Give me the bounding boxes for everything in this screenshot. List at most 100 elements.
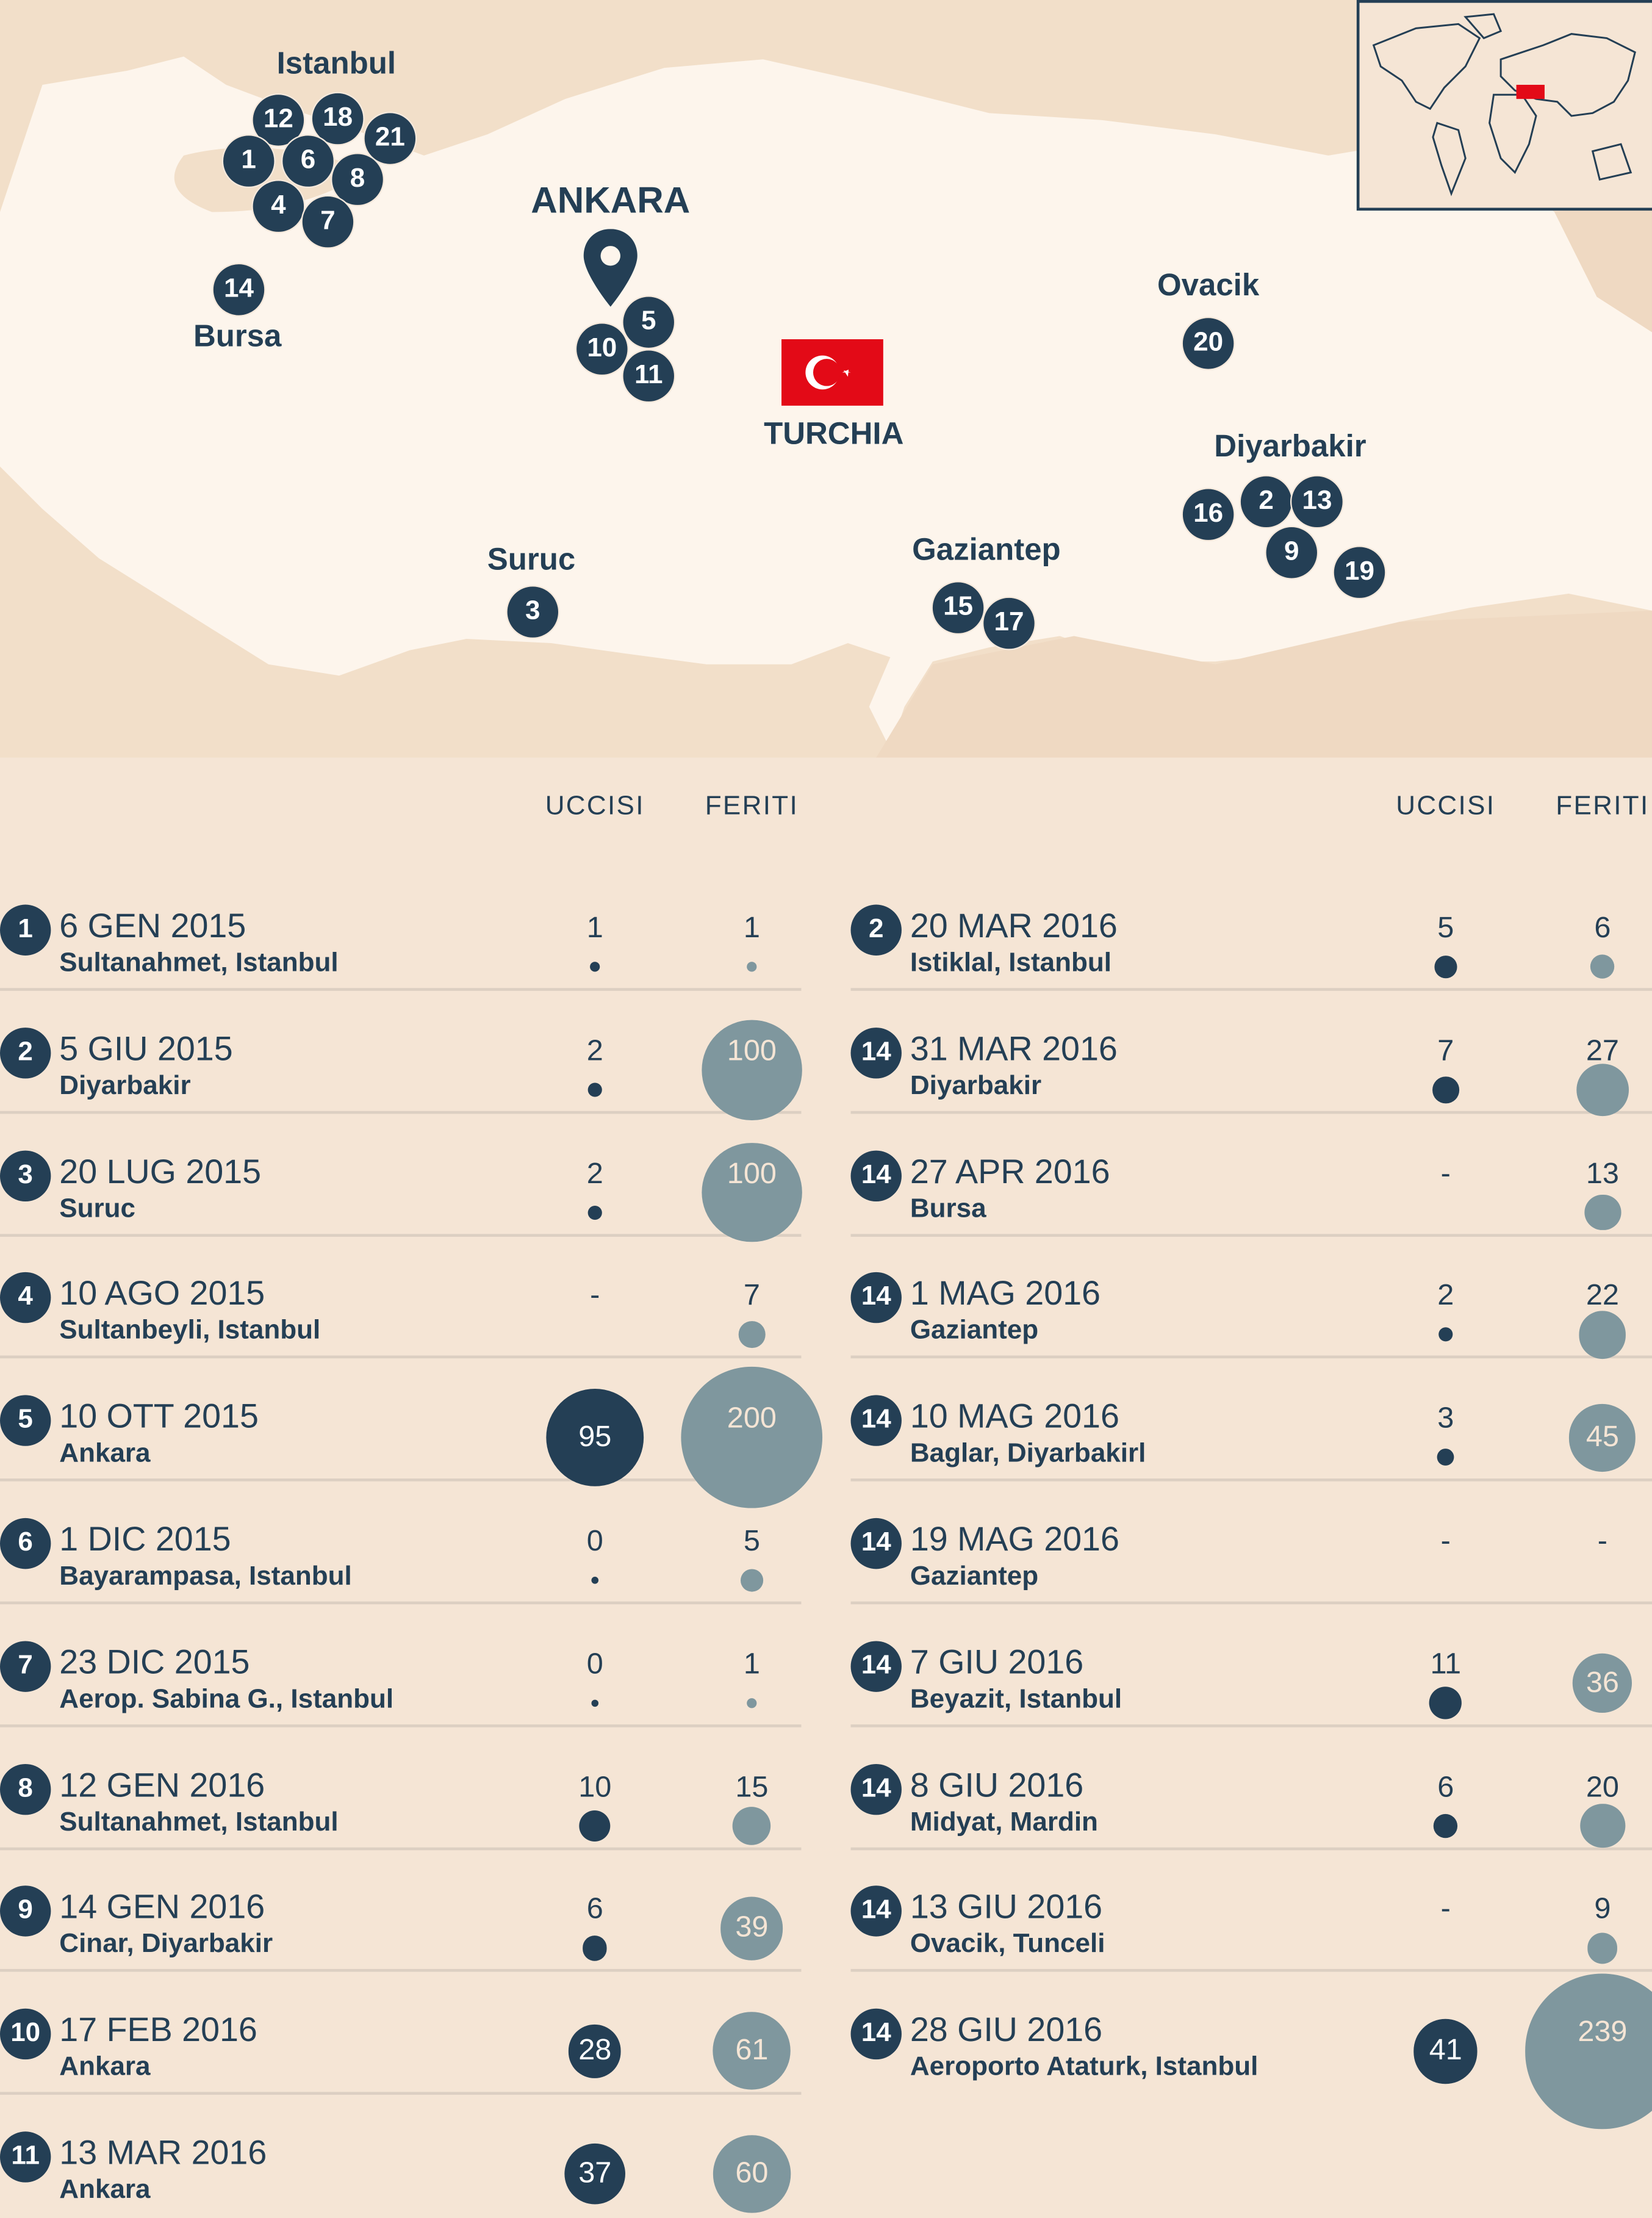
attack-place: Gaziantep [910,1561,1039,1592]
attack-number-badge: 6 [0,1518,51,1569]
map-marker[interactable]: 1 [221,134,276,189]
attack-date: 8 GIU 2016 [910,1766,1084,1805]
killed-value: 7 [1437,1034,1454,1067]
killed-value: 2 [586,1034,603,1067]
killed-value: 10 [578,1770,612,1803]
attack-row: 4 10 AGO 2015 Sultanbeyli, Istanbul - 7 [0,1236,802,1359]
wounded-bubble [747,1698,757,1709]
map-marker[interactable]: 9 [1265,525,1319,580]
attack-place: Ankara [59,1439,151,1469]
map-marker[interactable]: 7 [301,195,355,249]
attack-date: 14 GEN 2016 [59,1889,265,1928]
killed-value: - [590,1280,600,1312]
row-divider [0,1356,802,1359]
wounded-value: 9 [1594,1893,1611,1926]
attack-date: 20 MAR 2016 [910,907,1118,946]
label-ovacik: Ovacik [1157,267,1260,303]
map-marker[interactable]: 4 [251,179,306,234]
attack-row: 14 13 GIU 2016 Ovacik, Tunceli - 9 [850,1849,1652,1973]
map-marker[interactable]: 2 [1239,475,1293,529]
killed-bubble [1437,1449,1454,1466]
wounded-bubble [1572,1653,1633,1713]
killed-bubble [587,1205,602,1220]
killed-bubble [1434,956,1457,978]
attack-number-badge: 1 [0,904,51,956]
map-marker[interactable]: 3 [506,585,560,639]
row-divider [0,1478,802,1482]
turkey-flag [781,339,883,406]
turkey-map: Istanbul ANKARA Bursa Ovacik TURCHIA Diy… [0,0,1652,758]
attack-row: 14 31 MAR 2016 Diyarbakir 7 27 [850,990,1652,1116]
killed-bubble [1438,1328,1453,1342]
killed-bubble [583,1935,608,1961]
map-marker[interactable]: 19 [1332,545,1387,600]
wounded-value: 39 [735,1911,769,1945]
label-turchia: TURCHIA [764,416,904,451]
attack-number-badge: 10 [0,2009,51,2060]
map-marker[interactable]: 14 [212,262,266,317]
map-marker[interactable]: 6 [281,134,336,189]
wounded-bubble [747,962,757,972]
map-marker[interactable]: 11 [622,349,676,403]
attack-date: 17 FEB 2016 [59,2011,257,2050]
attack-row: 14 1 MAG 2016 Gaziantep 2 22 [850,1236,1652,1359]
attack-place: Aeroporto Ataturk, Istanbul [910,2052,1259,2083]
map-marker[interactable]: 15 [931,581,985,635]
attack-place: Sultanahmet, Istanbul [59,948,339,979]
label-ankara: ANKARA [531,179,691,221]
wounded-value: 22 [1586,1280,1619,1312]
killed-bubble [591,1699,599,1707]
attack-number-badge: 14 [850,1886,902,1937]
map-marker[interactable]: 20 [1181,316,1235,370]
label-diyarbakir: Diyarbakir [1214,428,1366,464]
wounded-bubble [1590,954,1615,979]
row-divider [850,1233,1652,1236]
attack-date: 13 MAR 2016 [59,2134,267,2173]
row-divider [0,1111,802,1114]
wounded-value: 6 [1594,912,1611,945]
attack-place: Beyazit, Istanbul [910,1684,1122,1715]
map-marker[interactable]: 5 [622,295,676,350]
label-suruc: Suruc [487,541,576,577]
attack-row: 14 8 GIU 2016 Midyat, Mardin 6 20 [850,1727,1652,1850]
attack-row: 5 10 OTT 2015 Ankara 95 200 [0,1359,823,1509]
killed-value: 41 [1429,2034,1462,2067]
attack-place: Diyarbakir [910,1071,1042,1101]
wounded-value: 100 [727,1034,777,1067]
row-divider [850,1356,1652,1359]
killed-bubble [1413,2019,1478,2084]
header-killed-left: UCCISI [545,791,645,821]
row-divider [850,1846,1652,1850]
wounded-bubble [738,1321,766,1348]
map-marker[interactable]: 10 [575,322,629,376]
attack-place: Baglar, Diyarbakirl [910,1439,1146,1469]
map-marker[interactable]: 16 [1181,488,1235,542]
row-divider [0,1601,802,1605]
attack-date: 5 GIU 2015 [59,1030,233,1068]
killed-bubble [1432,1076,1459,1103]
wounded-bubble [1568,1404,1636,1472]
attack-date: 27 APR 2016 [910,1153,1110,1191]
header-wounded-right: FERITI [1556,791,1650,821]
attack-row: 1 6 GEN 2015 Sultanahmet, Istanbul 1 1 [0,868,802,991]
attack-place: Suruc [59,1194,136,1224]
attack-number-badge: 2 [0,1027,51,1079]
attack-row: 9 14 GEN 2016 Cinar, Diyarbakir 6 39 [0,1849,802,1973]
label-bursa: Bursa [193,318,282,354]
wounded-value: 60 [735,2156,769,2190]
wounded-value: 200 [727,1402,777,1435]
attack-number-badge: 8 [0,1763,51,1815]
attack-number-badge: 14 [850,1763,902,1815]
attack-date: 1 DIC 2015 [59,1521,231,1560]
row-divider [0,1724,802,1727]
row-divider [850,988,1652,991]
killed-bubble [591,1577,599,1584]
label-gaziantep: Gaziantep [912,531,1061,567]
header-wounded-left: FERITI [705,791,799,821]
attack-place: Bursa [910,1194,986,1224]
killed-value: 6 [586,1893,603,1926]
map-marker[interactable]: 17 [982,596,1036,650]
killed-value: 37 [578,2156,612,2190]
attack-row: 14 19 MAG 2016 Gaziantep - - [850,1482,1652,1605]
map-marker[interactable]: 13 [1290,475,1344,529]
